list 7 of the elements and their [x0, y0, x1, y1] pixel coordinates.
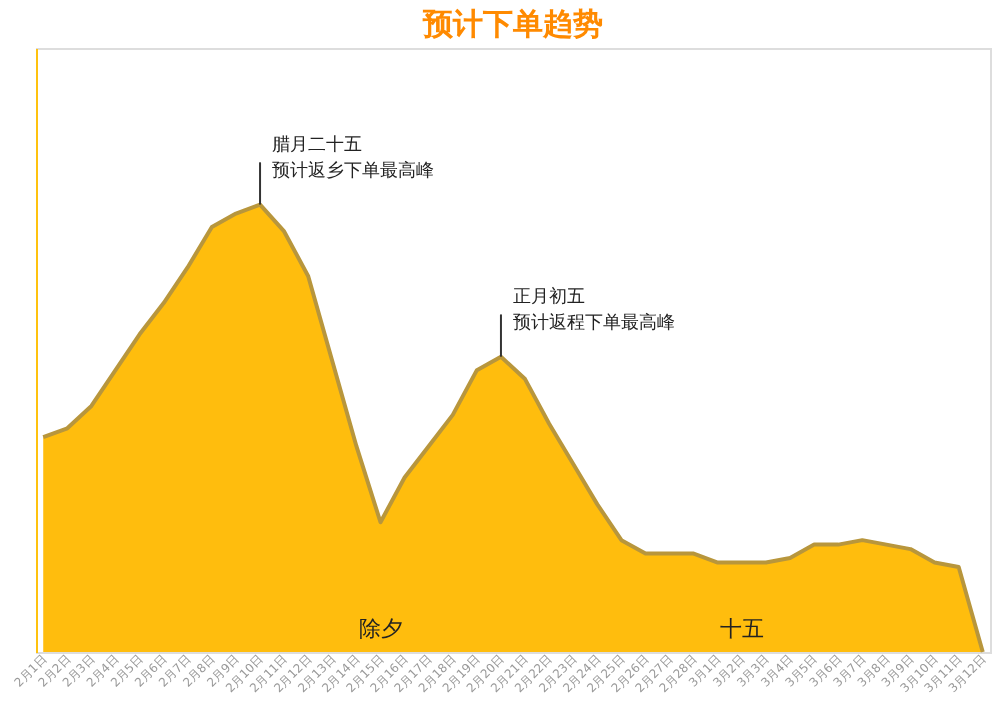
chart-title: 预计下单趋势 [421, 6, 603, 42]
text: 腊月二十五 [272, 134, 363, 157]
text: 预计返乡下单最高峰 [272, 160, 435, 183]
annotation: 预计返程下单最高峰 [512, 312, 675, 335]
annotation: 除夕 [358, 616, 403, 642]
annotation: 正月初五 [512, 286, 585, 309]
annotation: 十五 [719, 616, 764, 642]
